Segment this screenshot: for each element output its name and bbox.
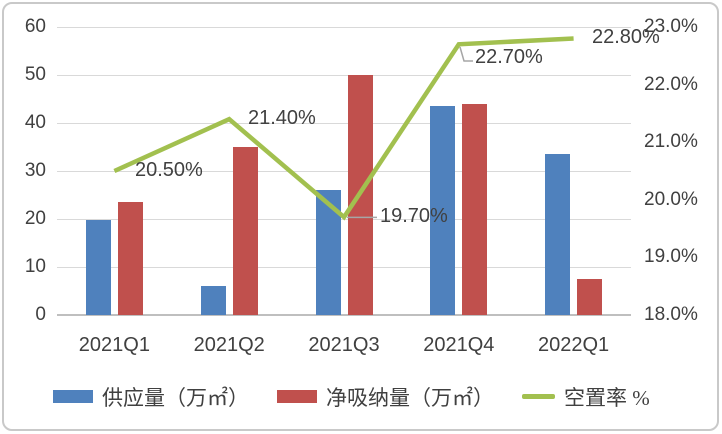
vacancy-data-label: 22.80% xyxy=(592,26,660,48)
right-axis-tick: 19.0% xyxy=(644,246,698,268)
x-axis-label: 2021Q2 xyxy=(193,334,265,356)
left-axis-tick: 10 xyxy=(24,256,46,277)
legend-label: 供应量（万㎡） xyxy=(102,385,249,410)
vacancy-data-label: 19.70% xyxy=(380,205,448,227)
bar-absorption-2021Q3[interactable] xyxy=(347,75,373,315)
left-axis-tick: 30 xyxy=(24,160,46,181)
gridline xyxy=(57,122,631,124)
bar-supply-2021Q2[interactable] xyxy=(200,286,226,315)
legend-line-swatch-icon xyxy=(522,394,555,399)
x-axis-label: 2021Q4 xyxy=(423,334,495,356)
vacancy-data-label: 22.70% xyxy=(475,46,543,68)
left-axis-tick: 20 xyxy=(24,208,46,229)
left-axis-tick: 60 xyxy=(24,16,46,37)
bar-absorption-2021Q4[interactable] xyxy=(462,103,488,315)
x-axis-label: 2021Q3 xyxy=(308,334,380,356)
left-axis-tick: 40 xyxy=(24,112,46,133)
gridline xyxy=(57,74,631,76)
x-axis-label: 2022Q1 xyxy=(538,334,610,356)
left-axis-tick: 0 xyxy=(35,304,46,325)
bar-supply-2021Q1[interactable] xyxy=(85,219,111,315)
right-axis-tick: 21.0% xyxy=(644,131,698,153)
x-axis-line xyxy=(57,314,631,316)
vacancy-data-label: 20.50% xyxy=(135,159,203,181)
gridline xyxy=(57,266,631,268)
right-axis-tick: 22.0% xyxy=(644,73,698,95)
vacancy-data-label: 21.40% xyxy=(248,107,316,129)
bar-supply-2022Q1[interactable] xyxy=(545,154,571,315)
legend-swatch-icon xyxy=(277,390,317,403)
legend-label: 净吸纳量（万㎡） xyxy=(326,385,494,410)
bar-absorption-2021Q2[interactable] xyxy=(232,147,258,315)
bar-absorption-2021Q1[interactable] xyxy=(117,202,143,315)
legend-item-vacancy[interactable]: 空置率 % xyxy=(522,383,650,410)
right-axis-tick: 23.0% xyxy=(644,16,698,37)
legend-item-absorption[interactable]: 净吸纳量（万㎡） xyxy=(277,383,494,410)
right-axis-tick: 18.0% xyxy=(644,304,698,325)
left-axis-tick: 50 xyxy=(24,64,46,85)
legend-label: 空置率 % xyxy=(564,385,650,410)
right-axis-tick: 20.0% xyxy=(644,188,698,210)
bar-absorption-2022Q1[interactable] xyxy=(577,279,603,315)
bar-supply-2021Q3[interactable] xyxy=(315,190,341,315)
x-axis-label: 2021Q1 xyxy=(78,334,150,356)
legend-swatch-icon xyxy=(53,390,93,403)
gridline xyxy=(57,26,631,28)
legend-item-supply[interactable]: 供应量（万㎡） xyxy=(53,383,249,410)
